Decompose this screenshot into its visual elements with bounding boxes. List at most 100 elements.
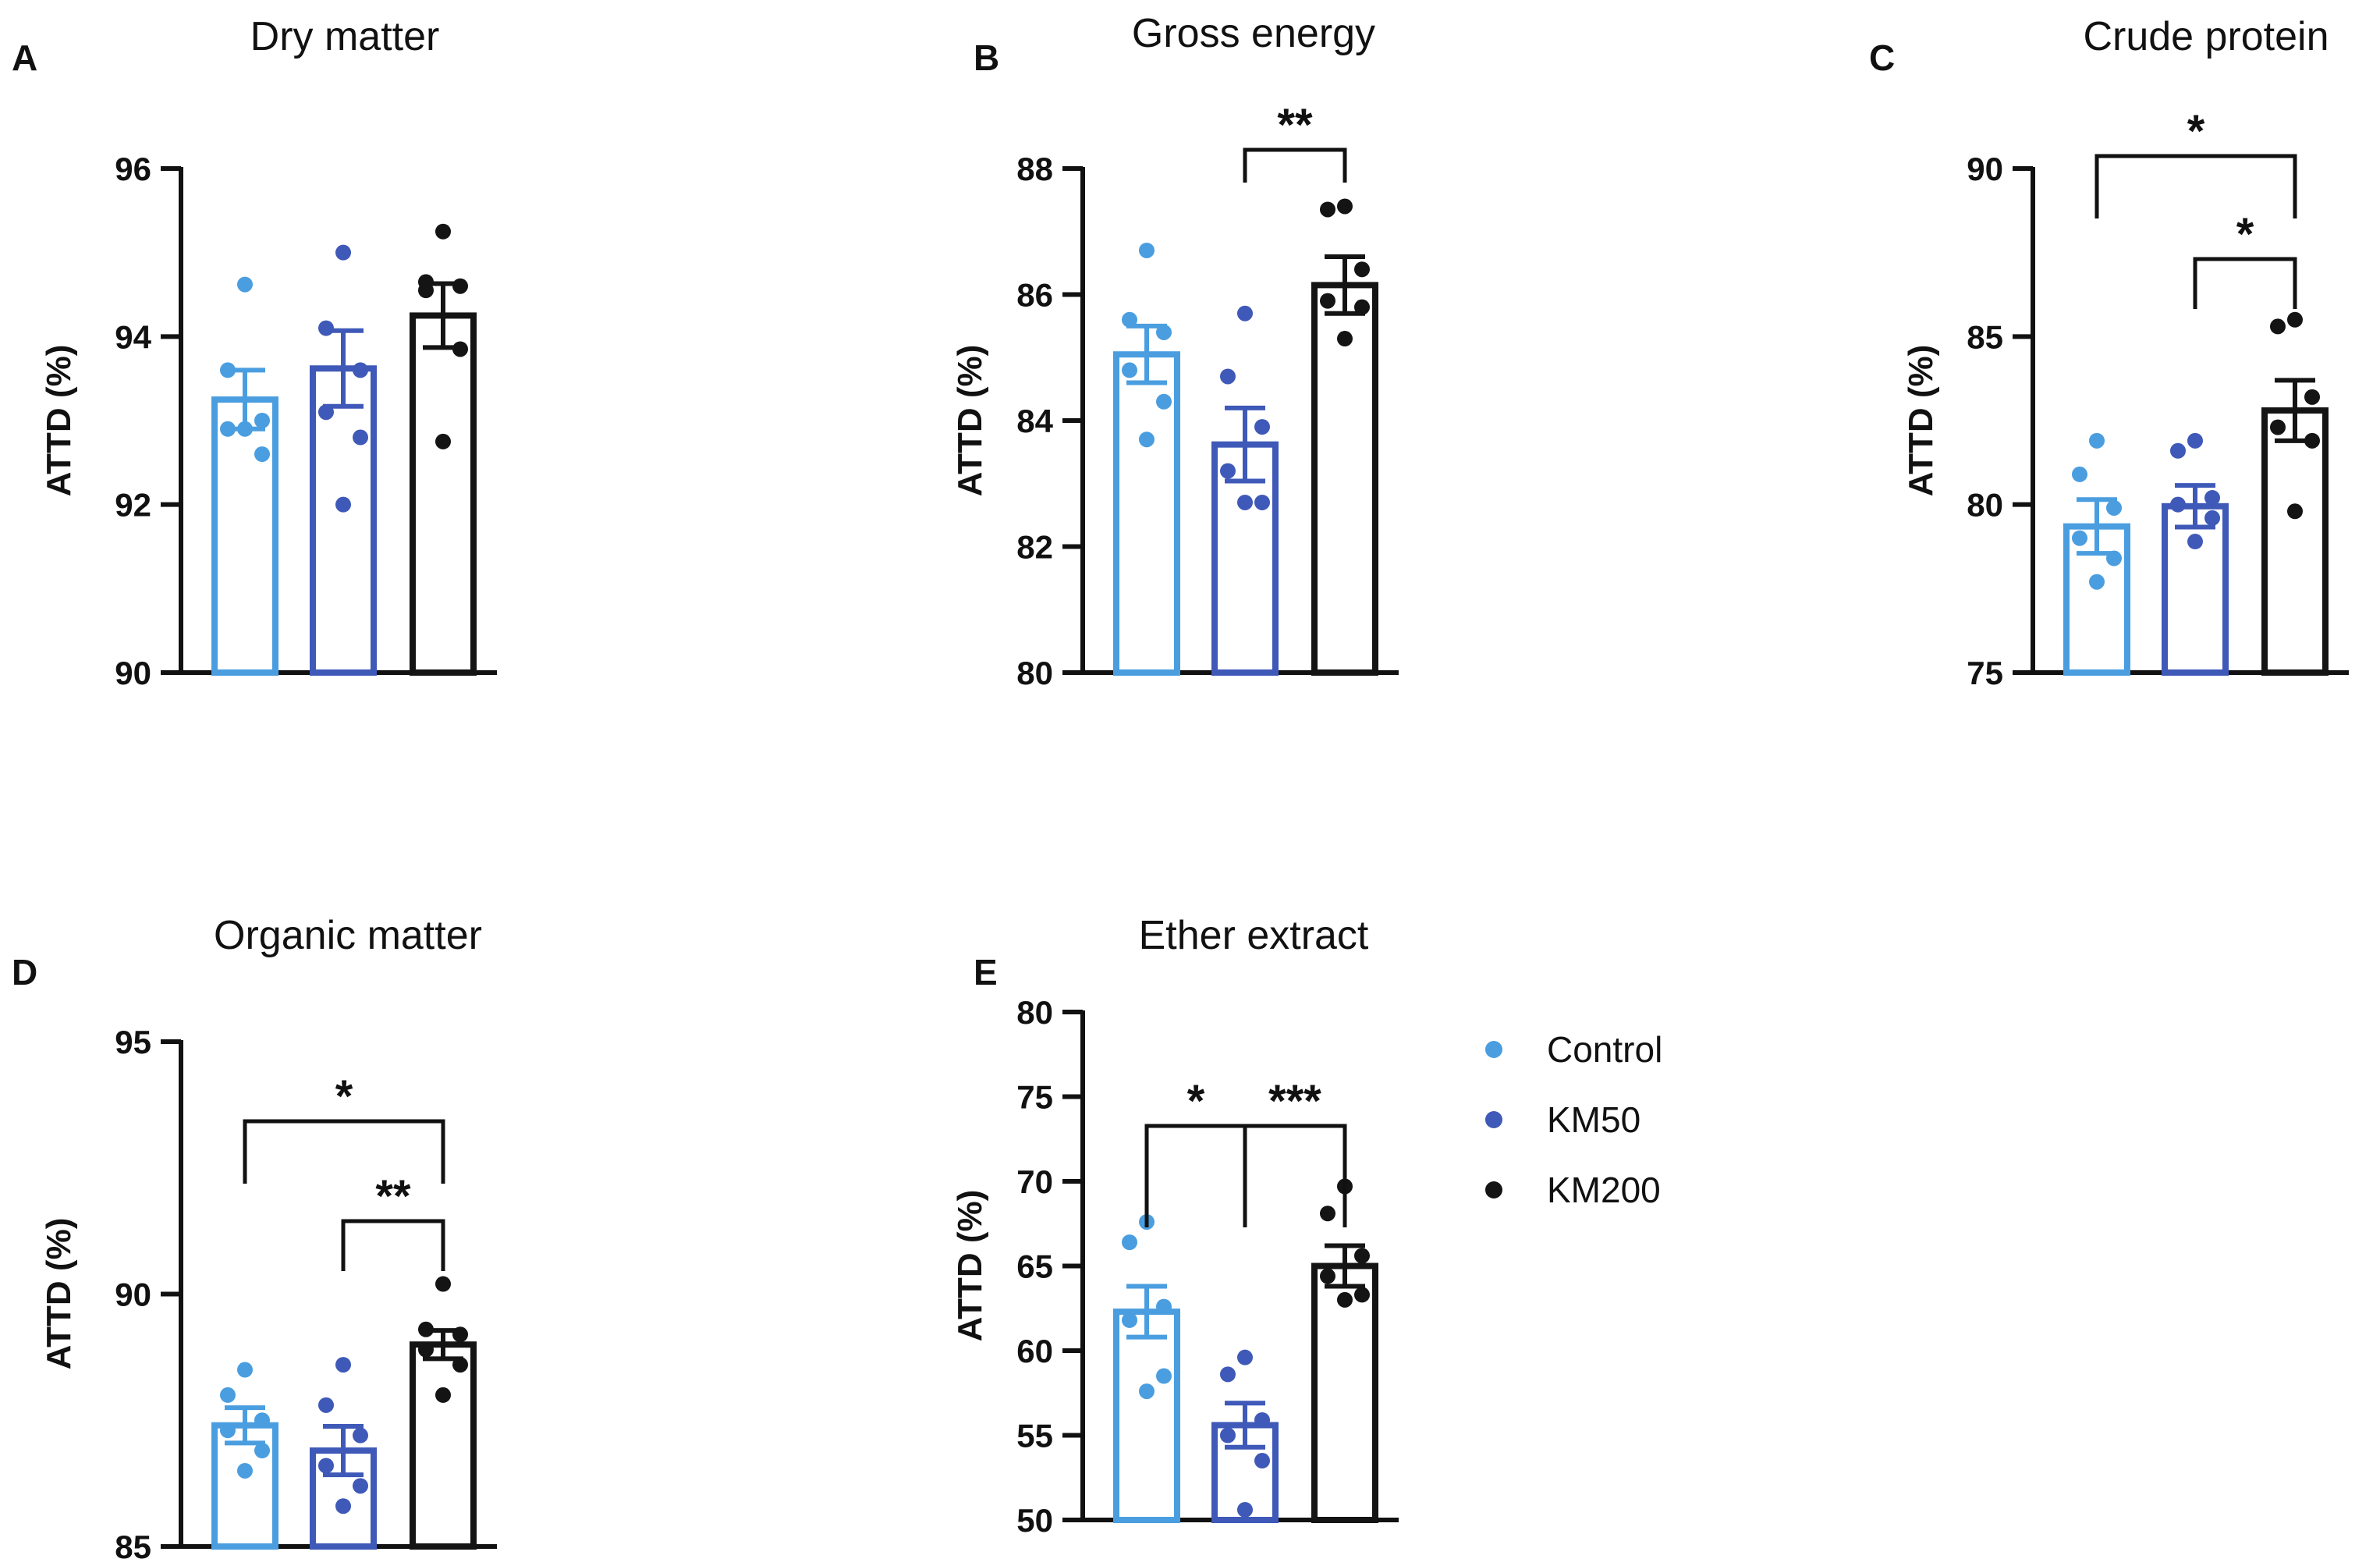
panel-c: C Crude protein ATTD (%) 75 80 85 90 * * <box>1869 14 2349 691</box>
data-point <box>1320 201 1335 218</box>
y-tick-label: 80 <box>1016 655 1053 691</box>
data-point <box>1237 494 1253 510</box>
data-point <box>452 1326 468 1343</box>
y-tick-label: 75 <box>1016 1079 1053 1116</box>
data-point <box>237 1462 253 1479</box>
data-point <box>1237 305 1253 321</box>
bar-control <box>1113 1309 1180 1523</box>
legend-label: Control <box>1547 1029 1662 1070</box>
significance-label: ** <box>1277 100 1313 151</box>
data-point <box>2072 530 2087 546</box>
data-point <box>353 429 368 446</box>
data-point <box>1220 1427 1236 1443</box>
data-point <box>220 1422 236 1439</box>
data-point <box>435 223 451 240</box>
y-tick-label: 65 <box>1016 1248 1053 1285</box>
y-tick-label: 90 <box>115 655 151 691</box>
y-tick-label: 85 <box>115 1529 151 1562</box>
data-point <box>254 413 270 428</box>
data-point <box>2187 432 2203 449</box>
data-point <box>1156 1298 1172 1315</box>
data-point <box>1156 393 1172 410</box>
data-point <box>1254 419 1270 435</box>
data-point <box>435 1276 451 1292</box>
data-point <box>1139 431 1155 448</box>
bar-km200 <box>410 312 477 676</box>
data-point <box>2204 510 2220 526</box>
significance-bracket <box>1243 1124 1347 1227</box>
data-point <box>1254 1453 1270 1469</box>
y-tick-label: 60 <box>1016 1333 1053 1369</box>
y-tick-label: 90 <box>115 1277 151 1313</box>
y-axis-label: ATTD (%) <box>1902 345 1940 497</box>
data-point <box>1320 1268 1335 1284</box>
y-axis-label: ATTD (%) <box>40 345 78 497</box>
y-tick-label: 50 <box>1016 1502 1053 1539</box>
data-point <box>1254 1412 1270 1428</box>
data-point <box>335 496 351 513</box>
data-point <box>237 276 253 293</box>
data-point <box>2170 496 2186 513</box>
significance-bracket <box>2193 257 2297 309</box>
data-point <box>353 1427 368 1443</box>
data-point <box>318 404 334 421</box>
data-point <box>435 433 451 449</box>
data-point <box>418 1321 434 1337</box>
data-point <box>1122 362 1137 378</box>
data-point <box>1122 311 1137 328</box>
data-point <box>452 1357 468 1373</box>
data-point <box>2089 432 2105 449</box>
data-point <box>2270 318 2286 335</box>
y-tick-label: 70 <box>1016 1163 1053 1200</box>
y-tick-label: 75 <box>1967 655 2003 691</box>
data-point <box>2106 499 2122 516</box>
y-tick-label: 55 <box>1016 1418 1053 1454</box>
data-point <box>353 362 368 378</box>
bar-control <box>211 396 278 676</box>
data-point <box>254 446 270 463</box>
significance-bracket <box>2094 154 2297 218</box>
y-tick-label: 82 <box>1016 529 1053 566</box>
legend-marker-control <box>1485 1041 1502 1058</box>
data-point <box>1122 1234 1137 1251</box>
data-point <box>2287 503 2303 520</box>
y-axis-label: ATTD (%) <box>951 345 989 497</box>
bar-km50 <box>2162 502 2229 676</box>
data-point <box>1220 1366 1236 1383</box>
panel-b: B Gross energy ATTD (%) 80 82 84 86 88 ** <box>951 11 1399 691</box>
chart-title: Crude protein <box>2083 14 2329 59</box>
significance-bracket <box>1144 1124 1247 1227</box>
significance-label: *** <box>1268 1076 1321 1127</box>
data-point <box>1139 1383 1155 1400</box>
data-point <box>1220 463 1236 479</box>
data-point <box>220 362 236 378</box>
y-tick-label: 86 <box>1016 277 1053 314</box>
legend-marker-km200 <box>1485 1181 1502 1198</box>
data-point <box>1354 299 1370 315</box>
data-point <box>1237 1501 1253 1518</box>
data-point <box>237 421 253 437</box>
panel-letter: B <box>974 37 999 78</box>
data-point <box>220 1387 236 1403</box>
chart-title: Dry matter <box>250 14 440 59</box>
y-tick-label: 80 <box>1967 487 2003 524</box>
y-tick-label: 96 <box>115 151 151 187</box>
data-point <box>237 1362 253 1378</box>
bar-km200 <box>410 1341 477 1550</box>
data-point <box>1320 293 1335 309</box>
data-point <box>335 244 351 261</box>
y-tick-label: 88 <box>1016 151 1053 187</box>
y-tick-label: 84 <box>1016 403 1053 439</box>
data-point <box>220 421 236 437</box>
chart-title: Organic matter <box>214 913 482 958</box>
data-point <box>1156 1368 1172 1384</box>
data-point <box>2187 534 2203 550</box>
significance-bracket <box>341 1219 445 1271</box>
panel-letter: A <box>12 37 37 78</box>
panel-a: A Dry matter ATTD (%) 90 92 94 96 <box>12 14 497 691</box>
data-point <box>418 1341 434 1358</box>
